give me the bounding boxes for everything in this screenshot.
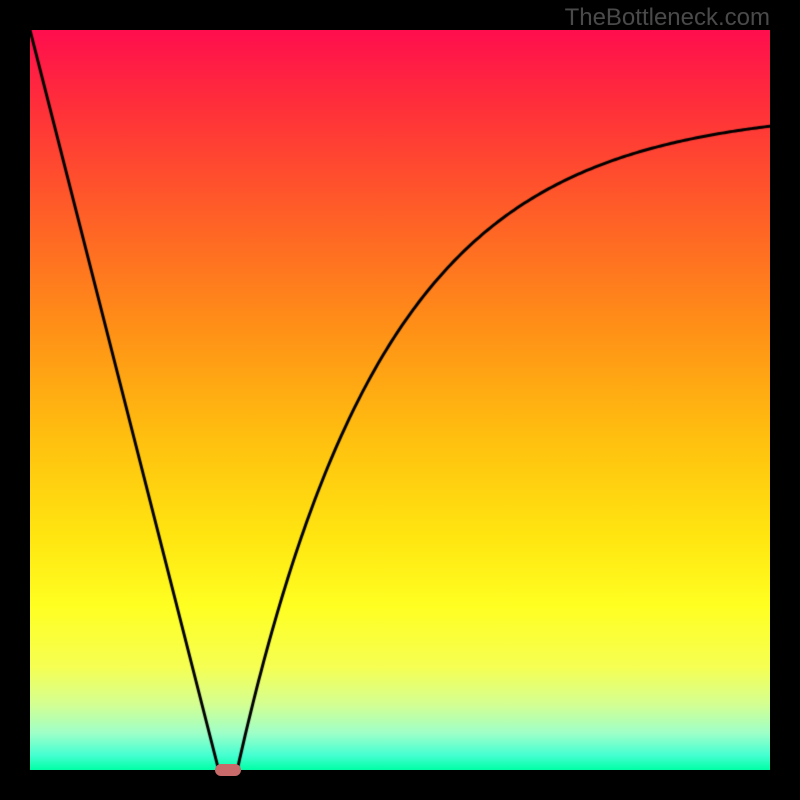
chart-container: TheBottleneck.com: [0, 0, 800, 800]
plot-area: [30, 30, 770, 770]
min-point-marker: [215, 764, 241, 776]
bottleneck-curve: [30, 30, 770, 770]
watermark-text: TheBottleneck.com: [565, 4, 770, 32]
